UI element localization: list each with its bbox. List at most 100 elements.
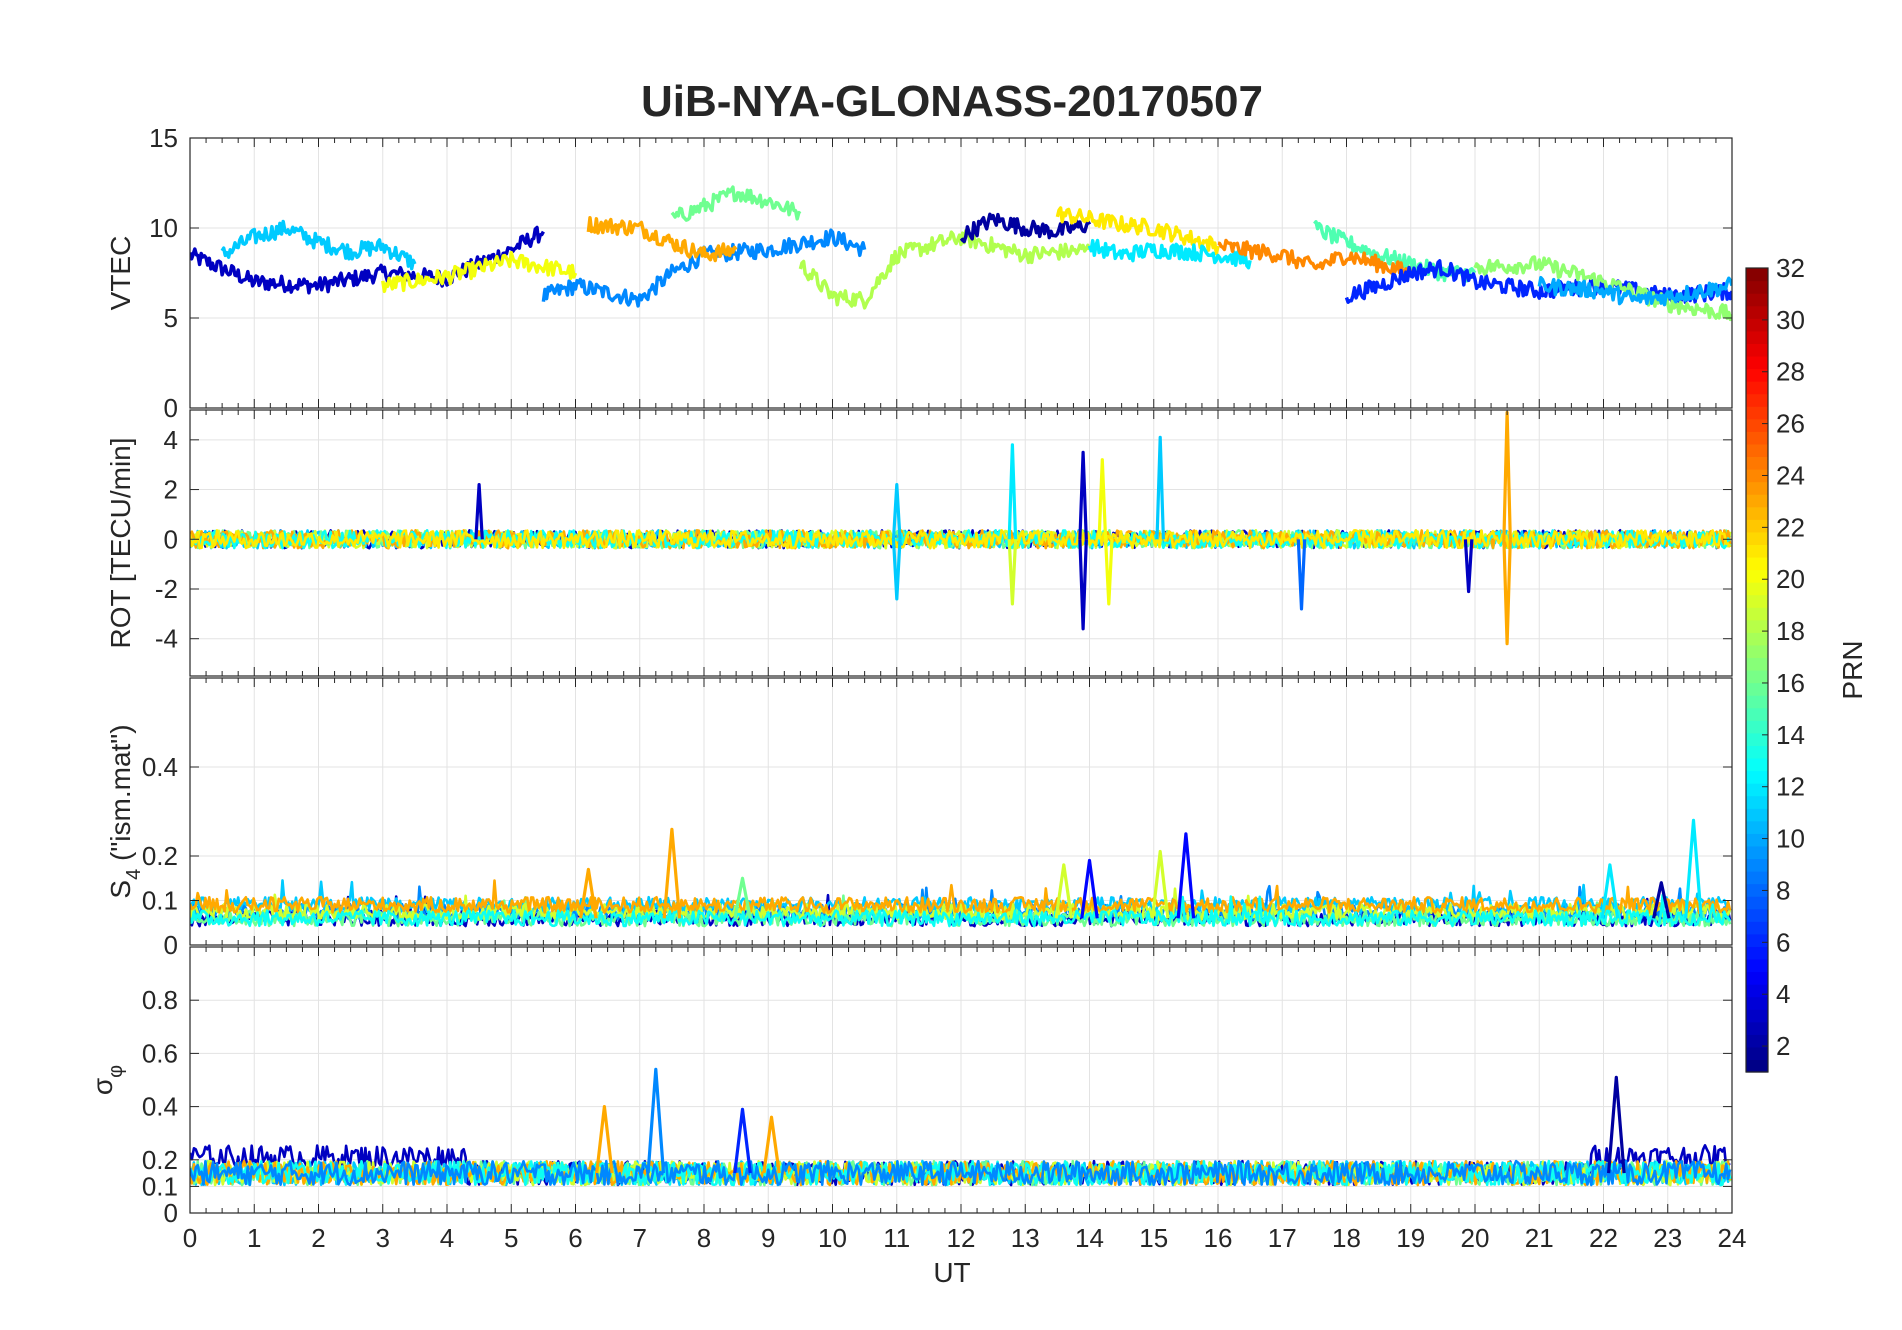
feature-mark-prn-23 [1502, 539, 1512, 646]
x-tick-label: 13 [1011, 1223, 1040, 1253]
panel-ROT: -4 -2 0 2 4 ROT [TECU/min] [105, 409, 1733, 677]
y-axis-label-rest: ("ism.mat") [105, 724, 136, 868]
series-group [190, 818, 1732, 928]
colorbar-frame [1745, 267, 1769, 1073]
colorbar-segment [1746, 481, 1768, 495]
series-line-prn-11 [220, 219, 417, 271]
colorbar-tick-label: 20 [1776, 564, 1805, 594]
colorbar-segment [1746, 1034, 1768, 1048]
y-tick-label: 0 [164, 393, 178, 423]
colorbar-tick-label: 32 [1776, 253, 1805, 283]
colorbar-segment [1746, 343, 1768, 357]
colorbar-segment [1746, 644, 1768, 659]
y-tick-label: 5 [164, 303, 178, 333]
colorbar-segment [1746, 506, 1768, 520]
feature-mark-prn-6 [733, 1107, 752, 1174]
y-tick-label: 0 [164, 930, 178, 960]
noise-line-prn-19 [190, 887, 1732, 921]
colorbar-segment [1746, 632, 1768, 646]
feature-mark-prn-5 [1080, 858, 1099, 919]
colorbar-segment [1746, 531, 1768, 545]
colorbar-segment [1746, 305, 1768, 319]
series-line-prn-2 [959, 212, 1092, 244]
y-tick-label: 0.8 [142, 985, 178, 1015]
series-line-prn-17 [1473, 255, 1732, 322]
feature-mark-prn-3 [1078, 539, 1088, 631]
y-tick-label: 0.2 [142, 1145, 178, 1175]
colorbar-segment [1746, 456, 1768, 470]
colorbar-segment [1746, 607, 1768, 621]
series-line-prn-18 [798, 229, 1092, 310]
feature-mark-prn-12 [1600, 863, 1620, 919]
y-tick-label: 0 [164, 524, 178, 554]
colorbar-label: PRN [1837, 640, 1868, 699]
colorbar-segment [1746, 393, 1768, 407]
feature-mark-prn-8 [1296, 539, 1307, 611]
x-axis-label: UT [933, 1257, 970, 1288]
feature-mark-prn-12 [1007, 443, 1018, 540]
y-tick-label: -2 [155, 574, 178, 604]
feature-mark-prn-11 [891, 483, 902, 540]
colorbar-tick-label: 30 [1776, 305, 1805, 335]
colorbar-segment [1746, 418, 1768, 432]
colorbar-segment [1746, 1059, 1768, 1073]
colorbar-segment [1746, 556, 1768, 571]
x-tick-label: 8 [697, 1223, 711, 1253]
colorbar-segment [1746, 318, 1768, 332]
feature-mark-prn-2 [1652, 881, 1671, 919]
panel-S4: 00.10.20.4S4 ("ism.mat") [105, 677, 1733, 960]
feature-mark-prn-16 [733, 876, 752, 919]
colorbar-segment [1746, 293, 1768, 307]
colorbar-segment [1746, 355, 1768, 370]
noise-line-prn-21 [190, 528, 1732, 550]
y-axis-label-main: S [105, 880, 136, 899]
y-axis-label-sub: φ [105, 1065, 127, 1078]
y-axis-label: ROT [TECU/min] [105, 437, 136, 648]
y-tick-label: 0.6 [142, 1038, 178, 1068]
y-tick-label: -4 [155, 624, 178, 654]
y-tick-label: 0.4 [142, 1092, 178, 1122]
colorbar-segment [1746, 695, 1768, 709]
colorbar-segment [1746, 381, 1768, 395]
colorbar-segment [1746, 908, 1768, 922]
colorbar-segment [1746, 544, 1768, 558]
x-tick-label: 22 [1589, 1223, 1618, 1253]
feature-mark-prn-11 [891, 539, 902, 601]
feature-mark-prn-23 [579, 867, 598, 919]
series-line-prn-21 [1055, 206, 1220, 256]
y-axis-label: S4 ("ism.mat") [105, 724, 145, 898]
y-axis-label: VTEC [105, 236, 136, 311]
colorbar-tick-label: 6 [1776, 927, 1790, 957]
colorbar-segment [1746, 745, 1768, 759]
colorbar-segment [1746, 783, 1768, 797]
feature-mark-prn-20 [1097, 458, 1108, 540]
x-tick-label: 20 [1461, 1223, 1490, 1253]
colorbar-tick-label: 24 [1776, 460, 1805, 490]
feature-mark-prn-23 [662, 827, 682, 919]
colorbar-segment [1746, 569, 1768, 583]
feature-mark-prn-2 [1607, 1075, 1626, 1174]
colorbar-segment [1746, 682, 1768, 696]
colorbar-segment [1746, 494, 1768, 508]
colorbar-segment [1746, 1021, 1768, 1035]
colorbar-segment [1746, 883, 1768, 897]
colorbar-segment [1746, 921, 1768, 935]
feature-mark-prn-3 [1078, 450, 1088, 540]
x-tick-label: 1 [247, 1223, 261, 1253]
colorbar-tick-label: 22 [1776, 512, 1805, 542]
feature-mark-prn-20 [1104, 539, 1114, 606]
feature-mark-prn-9 [646, 1067, 666, 1174]
colorbar-segment [1746, 820, 1768, 834]
colorbar-tick-label: 4 [1776, 979, 1790, 1009]
colorbar-segment [1746, 933, 1768, 947]
feature-mark-prn-23 [595, 1105, 614, 1174]
colorbar-segment [1746, 946, 1768, 960]
colorbar-tick-label: 16 [1776, 668, 1805, 698]
colorbar-segment [1746, 519, 1768, 533]
series-line-prn-16 [670, 185, 802, 222]
colorbar-tick-label: 14 [1776, 720, 1805, 750]
series-group [190, 410, 1732, 646]
colorbar-segment [1746, 720, 1768, 734]
feature-mark-prn-5 [1176, 832, 1196, 919]
